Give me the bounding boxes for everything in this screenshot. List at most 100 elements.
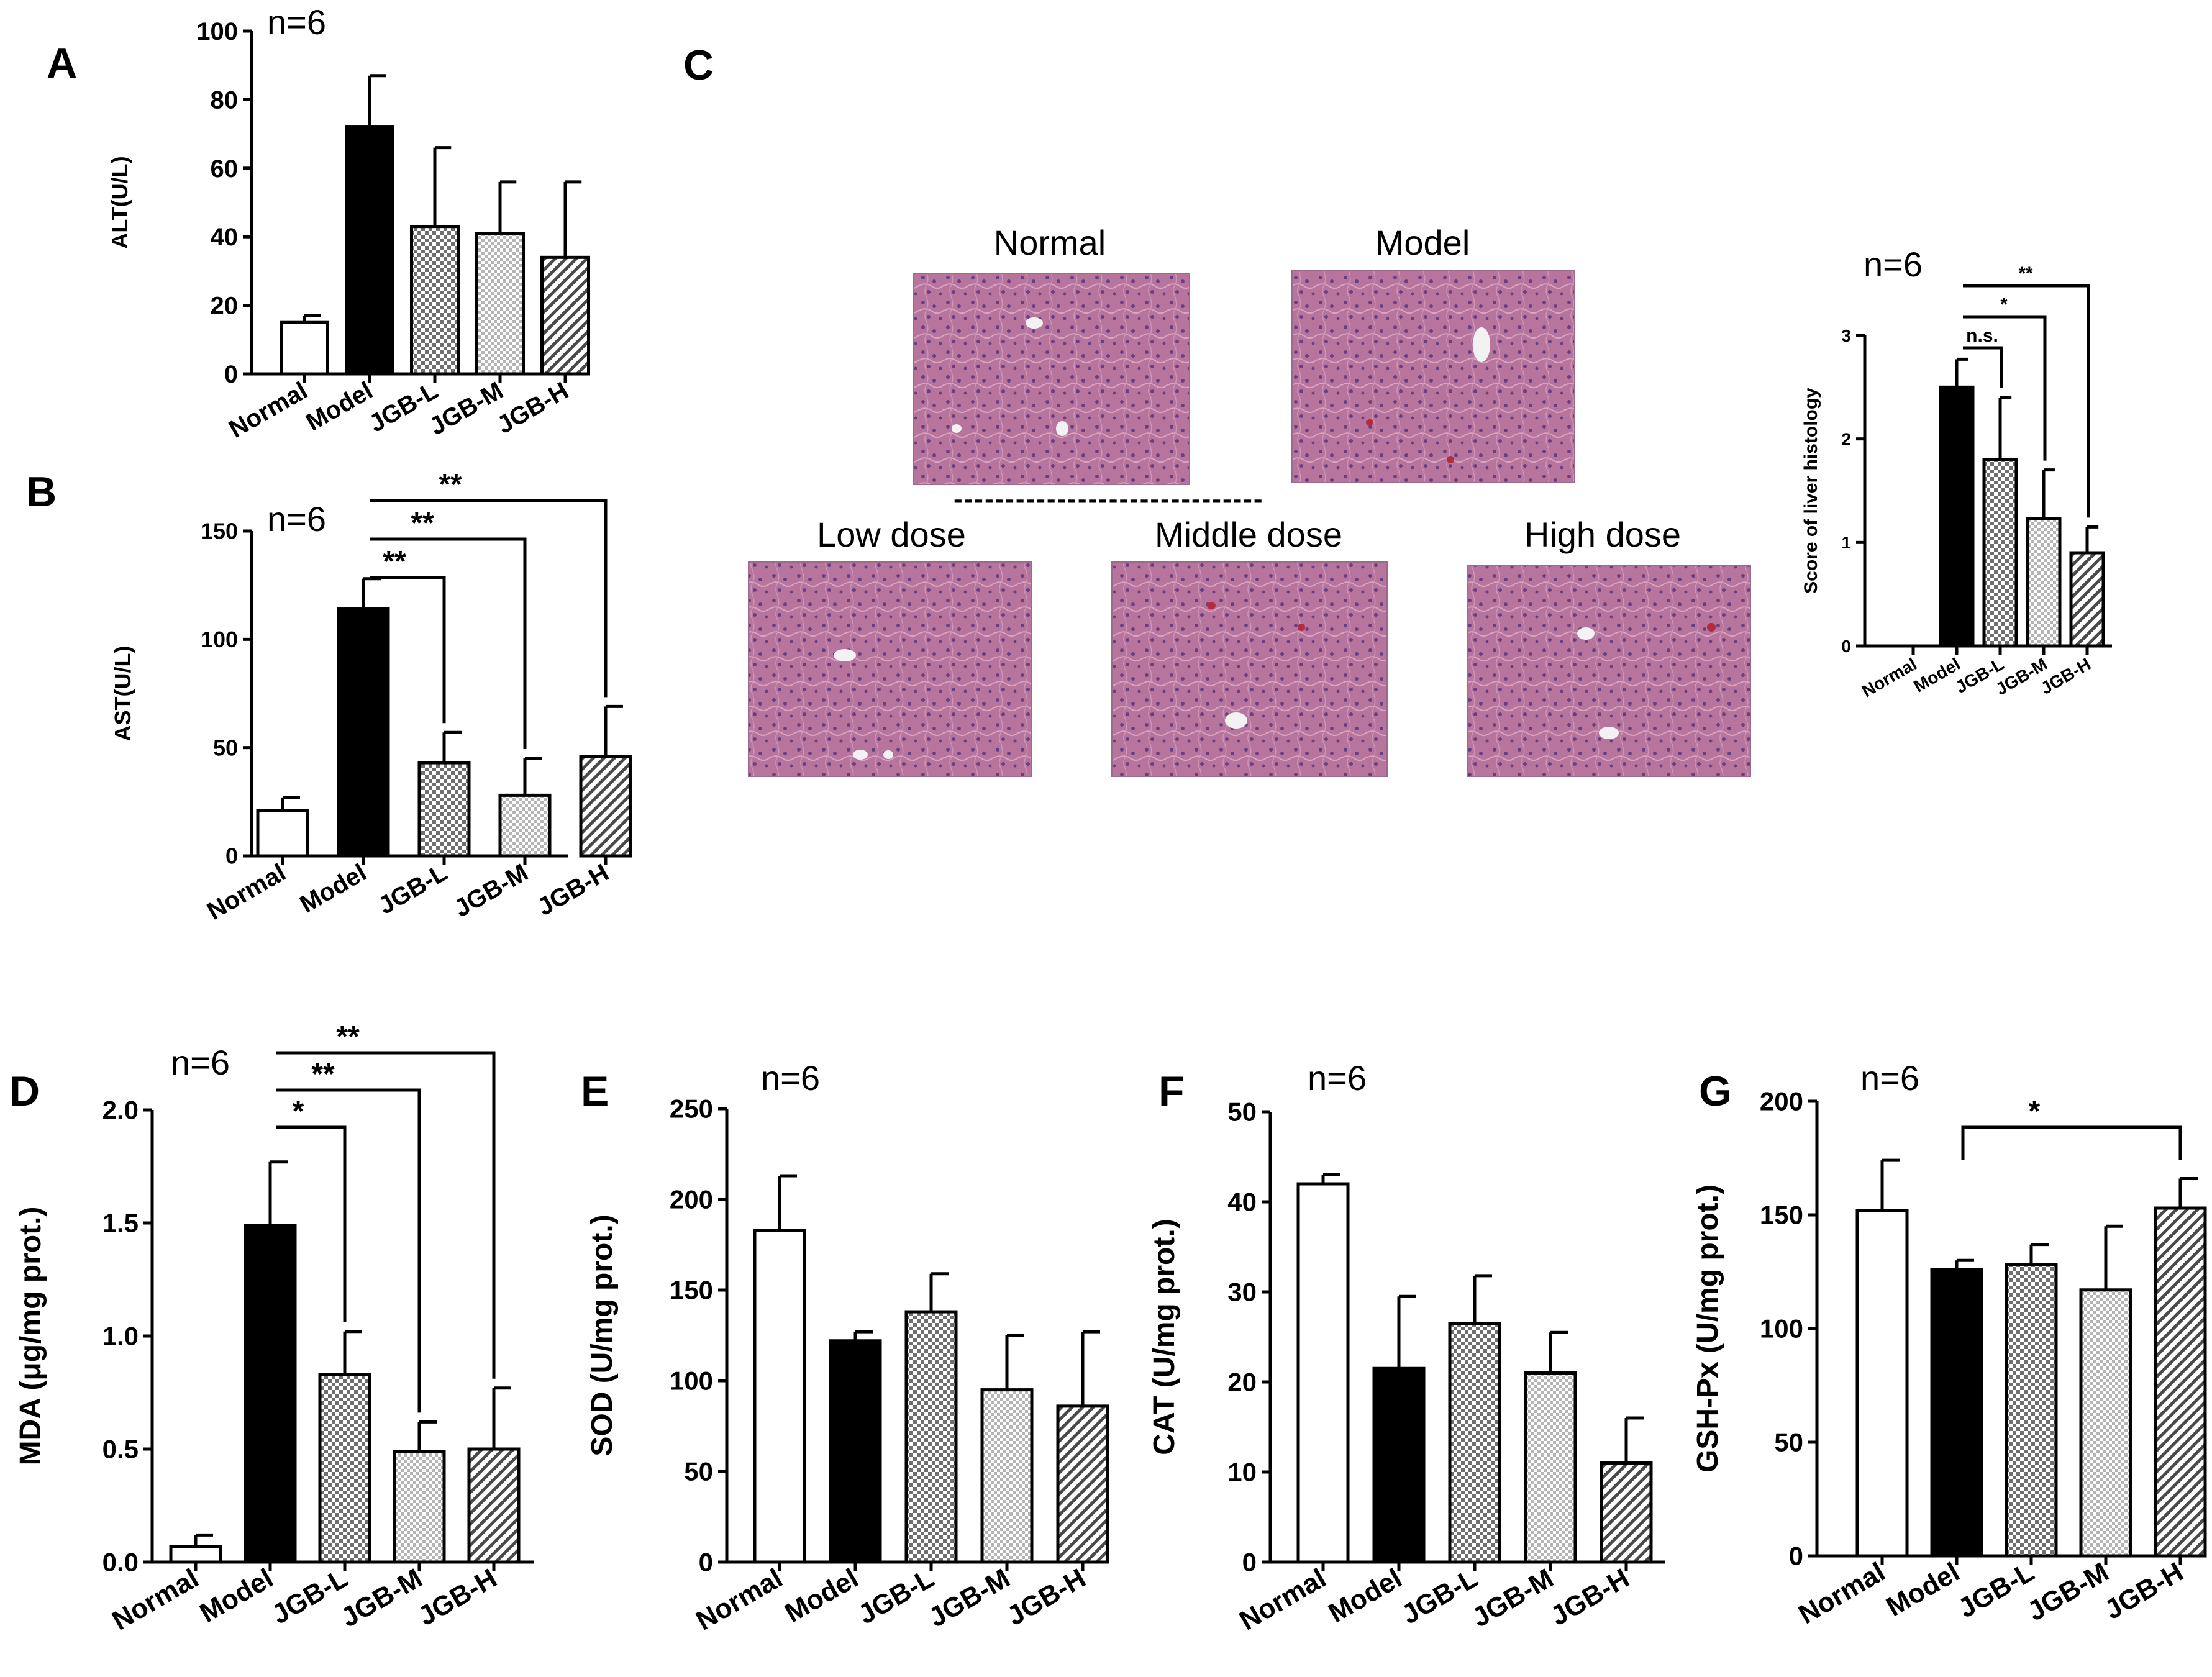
panel-letter-b: B (26, 468, 57, 516)
histology-label-normal: Normal (994, 223, 1106, 262)
chart-c-significance-bracket (1963, 346, 2003, 388)
chart-c-ytick-label: 0 (1841, 637, 1851, 656)
chart-b-ytick-label: 0 (225, 843, 238, 869)
chart-f-category-label: JGB-L (1396, 1563, 1483, 1630)
chart-a-bar-jgb-l (410, 225, 460, 376)
chart-c-bar-jgb-l (1982, 458, 2018, 648)
histology-label-model: Model (1375, 223, 1470, 262)
chart-g-ytick-label: 200 (1760, 1087, 1803, 1116)
chart-b-ytick-label: 50 (213, 735, 238, 760)
chart-a-ytick-label: 0 (224, 361, 238, 388)
chart-d-significance-bracket (276, 1088, 421, 1413)
histology-image-normal (913, 273, 1190, 485)
chart-g-bar-jgb-l (2005, 1263, 2058, 1558)
chart-g-ytick-label: 150 (1760, 1201, 1803, 1230)
chart-f-bar-jgb-m (1524, 1371, 1577, 1564)
chart-b-category-label: JGB-H (533, 859, 614, 921)
chart-g: 0 50 100 150 200 GSH-Px (U/mg prot.) n=6 Normal… (1691, 1058, 2207, 1630)
chart-a-bar-jgb-m (475, 232, 525, 376)
chart-a-category-label: Model (301, 377, 377, 437)
chart-f-ytick-label: 50 (1227, 1098, 1257, 1127)
chart-e-bar-jgb-h (1056, 1404, 1109, 1564)
chart-e-ylabel: SOD (U/mg prot.) (586, 1214, 619, 1456)
chart-d-n-label: n=6 (171, 1043, 230, 1082)
chart-f-bar-normal (1296, 1182, 1350, 1564)
chart-g-significance-bracket (1961, 1125, 2182, 1160)
chart-c-significance-label: ** (2018, 263, 2033, 284)
chart-f-category-label: JGB-H (1545, 1563, 1634, 1632)
histology-label-high-dose: High dose (1524, 515, 1681, 554)
chart-a-ytick-label: 100 (196, 18, 238, 45)
panel-letter-d: D (9, 1068, 40, 1115)
histology-panel: Normal Model ---------------------------… (748, 223, 1751, 777)
chart-d-significance-label: ** (336, 1020, 360, 1053)
chart-b-bar-jgb-m (498, 793, 552, 858)
chart-f-ylabel: CAT (U/mg prot.) (1148, 1219, 1181, 1455)
chart-b-category-label: Normal (203, 859, 290, 925)
chart-g-ytick-label: 100 (1760, 1314, 1803, 1343)
chart-d-significance-bracket (276, 1051, 496, 1379)
chart-f-ytick-label: 0 (1242, 1548, 1257, 1577)
chart-f-bar-jgb-h (1600, 1461, 1653, 1564)
histology-label-middle-dose: Middle dose (1155, 515, 1342, 554)
chart-g-bar-normal (1855, 1209, 1909, 1558)
chart-f-category-label: Model (1323, 1563, 1407, 1629)
chart-c-bar-jgb-h (2069, 551, 2105, 648)
chart-a-ytick-label: 20 (211, 293, 239, 320)
chart-e-bar-normal (753, 1229, 806, 1564)
chart-b-significance-bracket (370, 537, 527, 750)
chart-g-ylabel: GSH-Px (U/mg prot.) (1691, 1184, 1724, 1473)
chart-b-bar-jgb-l (417, 761, 471, 858)
chart-b-ytick-label: 150 (201, 519, 238, 544)
chart-e-ytick-label: 200 (670, 1185, 713, 1214)
panel-letter-g: G (1699, 1068, 1732, 1115)
chart-b-bar-jgb-h (579, 755, 632, 858)
histology-label-low-dose: Low dose (817, 515, 966, 554)
chart-a-bar-jgb-h (540, 255, 590, 376)
chart-a-n-label: n=6 (267, 2, 326, 42)
chart-c: 0 1 2 3 Score of liver histology n=6 NormalMod… (1801, 245, 2112, 701)
chart-b-bar-model (337, 607, 390, 858)
chart-f-category-label: JGB-M (1467, 1563, 1559, 1633)
chart-b-category-label: JGB-L (374, 859, 452, 920)
chart-d-ytick-label: 0.0 (102, 1548, 139, 1577)
chart-a-ytick-label: 40 (211, 224, 239, 251)
chart-d-bar-jgb-m (393, 1450, 446, 1564)
histology-image-high-dose (1467, 565, 1751, 777)
chart-b-ytick-label: 100 (201, 627, 238, 652)
chart-f-n-label: n=6 (1308, 1058, 1367, 1098)
chart-c-n-label: n=6 (1864, 245, 1923, 284)
chart-d-category-label: JGB-L (266, 1563, 353, 1630)
chart-g-category-label: Normal (1793, 1557, 1890, 1630)
chart-d-bar-jgb-h (467, 1447, 521, 1564)
chart-e-bar-jgb-l (904, 1310, 958, 1564)
chart-a-bar-model (345, 125, 394, 376)
chart-f-ytick-label: 10 (1227, 1458, 1257, 1487)
chart-a-ytick-label: 60 (211, 155, 239, 183)
chart-g-ytick-label: 50 (1774, 1428, 1803, 1457)
chart-d-category-label: JGB-H (413, 1563, 502, 1632)
chart-b-ylabel: AST(U/L) (110, 646, 135, 742)
chart-c-significance-bracket (1963, 284, 2090, 518)
chart-e-ytick-label: 0 (699, 1548, 713, 1577)
histology-separator: ------------------------------ (954, 484, 1264, 514)
chart-f-ytick-label: 20 (1227, 1368, 1257, 1397)
panel-letter-a: A (47, 40, 77, 87)
chart-c-ytick-label: 3 (1841, 326, 1851, 345)
chart-g-category-label: Model (1881, 1557, 1965, 1622)
chart-g-significance-label: * (2029, 1095, 2041, 1128)
chart-f-ytick-label: 40 (1227, 1188, 1257, 1217)
chart-c-significance-label: n.s. (1966, 325, 1998, 346)
chart-e-ytick-label: 100 (670, 1366, 713, 1396)
histology-image-low-dose (748, 561, 1032, 777)
chart-c-significance-bracket (1963, 315, 2047, 461)
chart-a: 020406080100ALT(U/L)n=6NormalModelJGB-LJ… (107, 2, 590, 443)
charts-layer: 020406080100ALT(U/L)n=6NormalModelJGB-LJ… (14, 2, 2207, 1636)
chart-g-ytick-label: 0 (1789, 1542, 1803, 1571)
chart-c-ytick-label: 2 (1841, 429, 1851, 448)
chart-e-bar-jgb-m (980, 1388, 1034, 1564)
chart-d-bar-normal (169, 1545, 222, 1564)
